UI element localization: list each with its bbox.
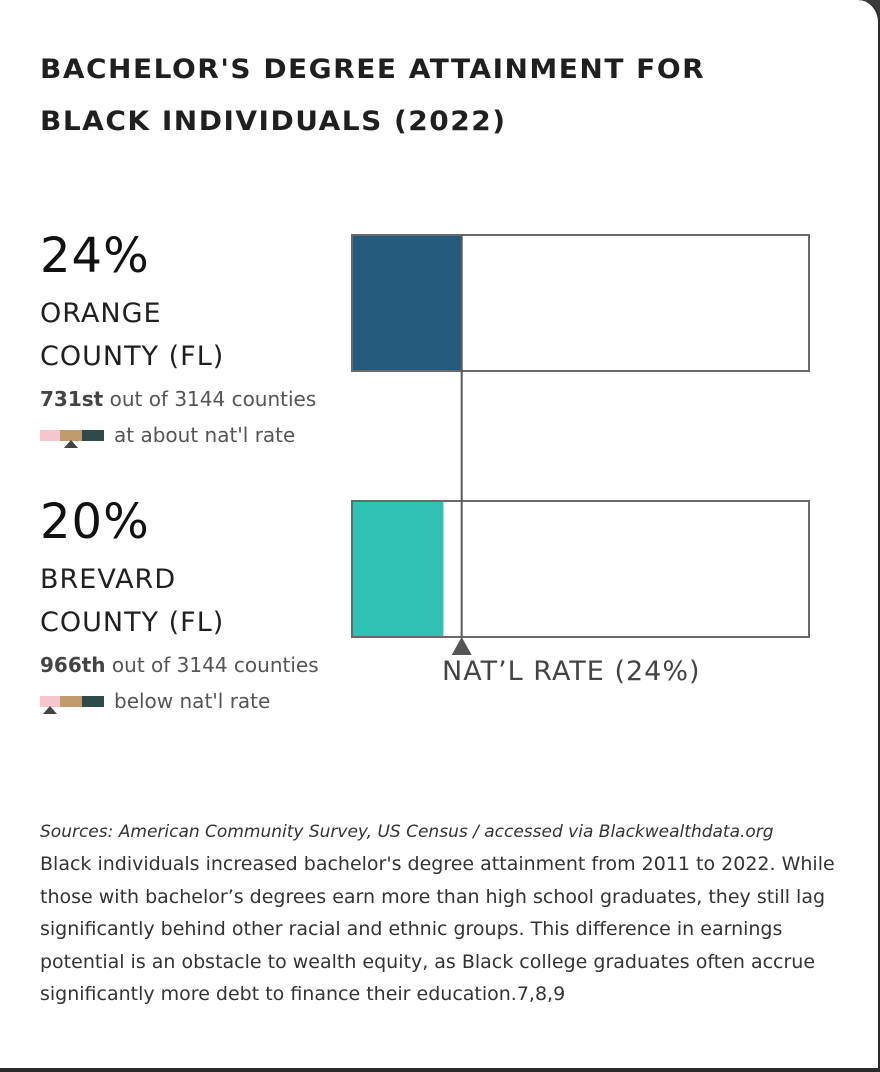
county-2-rank-suffix: out of 3144 counties [105, 653, 319, 677]
legend-swatch-about [60, 696, 82, 707]
title-line-1: BACHELOR'S DEGREE ATTAINMENT FOR [40, 53, 706, 85]
sources-note: Sources: American Community Survey, US C… [40, 822, 774, 842]
bar-2 [352, 501, 444, 637]
national-rate-label: NAT’L RATE (24%) [442, 656, 701, 687]
county-2-name: BREVARD COUNTY (FL) [40, 558, 340, 644]
county-2-rank-value: 966th [40, 653, 106, 677]
county-1-legend: at about nat'l rate [40, 423, 340, 450]
legend-swatch-above [82, 696, 104, 707]
legend-swatch-above [82, 430, 104, 441]
county-2-name-line-2: COUNTY (FL) [40, 607, 225, 638]
county-2-legend: below nat'l rate [40, 689, 340, 716]
chart-title: BACHELOR'S DEGREE ATTAINMENT FOR BLACK I… [40, 43, 740, 148]
county-1-rank-suffix: out of 3144 counties [103, 387, 317, 411]
county-1-name-line-1: ORANGE [40, 298, 162, 329]
legend-marker-icon [43, 706, 57, 714]
national-rate-marker-icon [451, 637, 472, 655]
legend-marker-icon [64, 440, 78, 448]
county-1-name-line-2: COUNTY (FL) [40, 341, 225, 372]
county-2-percent: 20% [40, 494, 150, 550]
legend-swatch-about [60, 430, 82, 441]
county-2-rank: 966th out of 3144 counties [40, 653, 319, 677]
bar-frame-1 [351, 234, 810, 372]
county-2-status: below nat'l rate [114, 689, 271, 713]
county-2-name-line-1: BREVARD [40, 564, 177, 595]
legend-swatch-below [40, 430, 60, 441]
description-text: Black individuals increased bachelor's d… [40, 853, 835, 1005]
county-1-percent: 24% [40, 228, 150, 284]
county-1-rank-value: 731st [40, 387, 104, 411]
county-1-rank: 731st out of 3144 counties [40, 387, 316, 411]
bar-frame-2 [351, 500, 810, 638]
legend-swatch-below [40, 696, 60, 707]
county-1-status: at about nat'l rate [114, 423, 296, 447]
county-1-name: ORANGE COUNTY (FL) [40, 292, 340, 378]
title-line-2: BLACK INDIVIDUALS (2022) [40, 105, 507, 137]
bar-1 [352, 235, 462, 371]
